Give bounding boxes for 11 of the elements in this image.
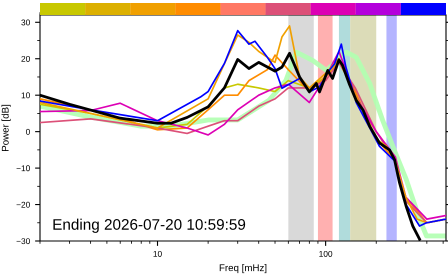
y-tick-label: 30 (21, 19, 30, 26)
y-axis-title: Power [dB] (2, 104, 11, 151)
y-tick-label: 10 (22, 92, 30, 98)
annotation: Ending 2026-07-20 10:59:59 (53, 218, 246, 233)
y-tick-label: −30 (16, 238, 30, 244)
y-tick-label: −10 (16, 165, 30, 172)
y-tick-label: 0 (26, 128, 30, 135)
x-axis-title: Freq [mHz] (220, 264, 266, 274)
y-tick-label: 20 (21, 56, 30, 62)
y-tick-label: −20 (16, 202, 30, 208)
x-tick-label: 100 (319, 250, 332, 257)
